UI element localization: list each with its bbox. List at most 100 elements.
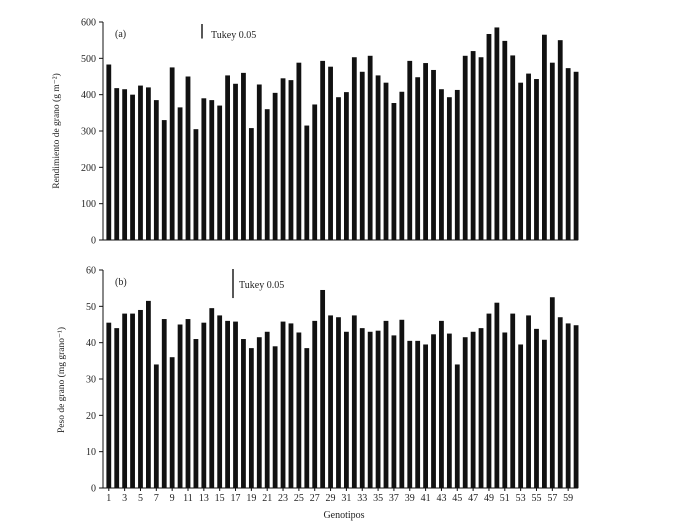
a-bar-genotype-41 xyxy=(423,63,428,241)
a-bar-genotype-54 xyxy=(526,73,531,240)
a-bar-genotype-53 xyxy=(518,82,524,241)
b-x-tick-label: 13 xyxy=(199,493,209,504)
b-bar-genotype-4 xyxy=(130,313,135,488)
b-x-tick-label: 23 xyxy=(278,493,288,504)
panel-b-tukey-label: Tukey 0.05 xyxy=(239,280,284,291)
b-x-tick-label: 11 xyxy=(183,493,193,504)
a-y-tick-label: 600 xyxy=(81,18,96,29)
b-x-tick-label: 53 xyxy=(516,493,526,504)
b-y-tick-label: 40 xyxy=(86,338,96,349)
b-x-tick-label: 59 xyxy=(563,493,573,504)
b-x-tick-label: 21 xyxy=(262,493,272,504)
a-bar-genotype-44 xyxy=(446,97,452,241)
b-x-tick-label: 27 xyxy=(310,493,320,504)
b-bar-genotype-48 xyxy=(478,328,484,488)
b-bar-genotype-1 xyxy=(106,322,112,488)
b-bar-genotype-33 xyxy=(359,328,365,488)
panel-a-label: (a) xyxy=(115,29,126,40)
b-bar-genotype-40 xyxy=(415,340,421,488)
a-bar-genotype-12 xyxy=(193,129,199,240)
b-x-tick-label: 5 xyxy=(138,493,143,504)
a-bar-genotype-39 xyxy=(407,60,413,240)
b-bar-genotype-16 xyxy=(225,320,230,488)
a-bar-genotype-11 xyxy=(185,76,191,240)
b-bar-genotype-37 xyxy=(391,335,397,488)
a-bar-genotype-56 xyxy=(542,34,547,240)
b-bar-genotype-31 xyxy=(344,331,349,488)
a-bar-genotype-10 xyxy=(177,107,183,240)
panel-b-bars xyxy=(106,289,579,488)
b-bar-genotype-11 xyxy=(185,319,191,488)
b-x-tick-label: 33 xyxy=(357,493,367,504)
a-bar-genotype-19 xyxy=(248,128,254,240)
b-bar-genotype-60 xyxy=(573,325,579,488)
b-bar-genotype-20 xyxy=(256,337,262,488)
b-x-tick-label: 7 xyxy=(154,493,159,504)
a-bar-genotype-31 xyxy=(344,92,349,241)
b-bar-genotype-28 xyxy=(320,289,326,488)
panel-a-y-axis-title: Rendimiento de grano (g m⁻²) xyxy=(51,73,62,189)
a-bar-genotype-27 xyxy=(312,104,318,240)
b-x-tick-label: 51 xyxy=(500,493,510,504)
a-bar-genotype-15 xyxy=(217,105,223,240)
a-bar-genotype-36 xyxy=(383,82,389,241)
b-bar-genotype-18 xyxy=(241,339,246,488)
a-bar-genotype-20 xyxy=(256,84,262,241)
b-bar-genotype-30 xyxy=(336,317,341,488)
b-bar-genotype-58 xyxy=(557,317,563,488)
b-bar-genotype-41 xyxy=(423,344,428,488)
a-bar-genotype-25 xyxy=(296,62,302,240)
b-x-tick-label: 29 xyxy=(326,493,336,504)
b-bar-genotype-12 xyxy=(193,339,199,488)
b-x-tick-label: 25 xyxy=(294,493,304,504)
a-bar-genotype-26 xyxy=(304,125,310,240)
b-bar-genotype-38 xyxy=(399,319,405,488)
b-bar-genotype-21 xyxy=(264,331,270,488)
b-bar-genotype-19 xyxy=(248,348,254,488)
b-y-tick-label: 50 xyxy=(86,302,96,313)
a-bar-genotype-9 xyxy=(169,67,175,240)
b-x-tick-label: 15 xyxy=(215,493,225,504)
a-bar-genotype-5 xyxy=(138,85,143,240)
b-bar-genotype-5 xyxy=(138,309,143,488)
b-bar-genotype-22 xyxy=(272,346,278,488)
a-bar-genotype-22 xyxy=(272,92,278,240)
a-y-tick-label: 500 xyxy=(81,54,96,65)
b-bar-genotype-39 xyxy=(407,340,413,488)
b-bar-genotype-32 xyxy=(351,315,357,488)
b-bar-genotype-10 xyxy=(177,324,183,488)
a-bar-genotype-6 xyxy=(146,87,151,241)
b-bar-genotype-14 xyxy=(209,308,215,488)
a-bar-genotype-13 xyxy=(201,98,207,240)
a-bar-genotype-46 xyxy=(462,55,468,240)
b-bar-genotype-51 xyxy=(502,332,508,488)
a-bar-genotype-28 xyxy=(320,60,326,240)
a-bar-genotype-37 xyxy=(391,103,397,241)
a-bar-genotype-47 xyxy=(470,51,476,240)
b-x-tick-label: 17 xyxy=(231,493,241,504)
a-bar-genotype-1 xyxy=(106,64,112,240)
x-axis-title: Genotipos xyxy=(323,510,364,521)
a-bar-genotype-32 xyxy=(351,57,357,240)
b-bar-genotype-8 xyxy=(161,319,167,488)
b-bar-genotype-54 xyxy=(526,315,531,488)
a-bar-genotype-50 xyxy=(494,27,500,241)
b-x-tick-label: 37 xyxy=(389,493,399,504)
b-x-tick-label: 45 xyxy=(452,493,462,504)
a-bar-genotype-55 xyxy=(534,79,539,240)
a-bar-genotype-7 xyxy=(153,100,159,241)
a-bar-genotype-3 xyxy=(122,89,128,240)
a-bar-genotype-29 xyxy=(328,66,333,240)
b-bar-genotype-53 xyxy=(518,344,524,488)
a-y-tick-label: 100 xyxy=(81,199,96,210)
a-y-tick-label: 400 xyxy=(81,90,96,101)
a-bar-genotype-57 xyxy=(549,62,555,240)
b-x-tick-label: 43 xyxy=(436,493,446,504)
a-bar-genotype-34 xyxy=(367,55,373,240)
a-bar-genotype-30 xyxy=(336,97,341,241)
b-bar-genotype-49 xyxy=(486,313,492,488)
a-bar-genotype-23 xyxy=(280,78,286,240)
